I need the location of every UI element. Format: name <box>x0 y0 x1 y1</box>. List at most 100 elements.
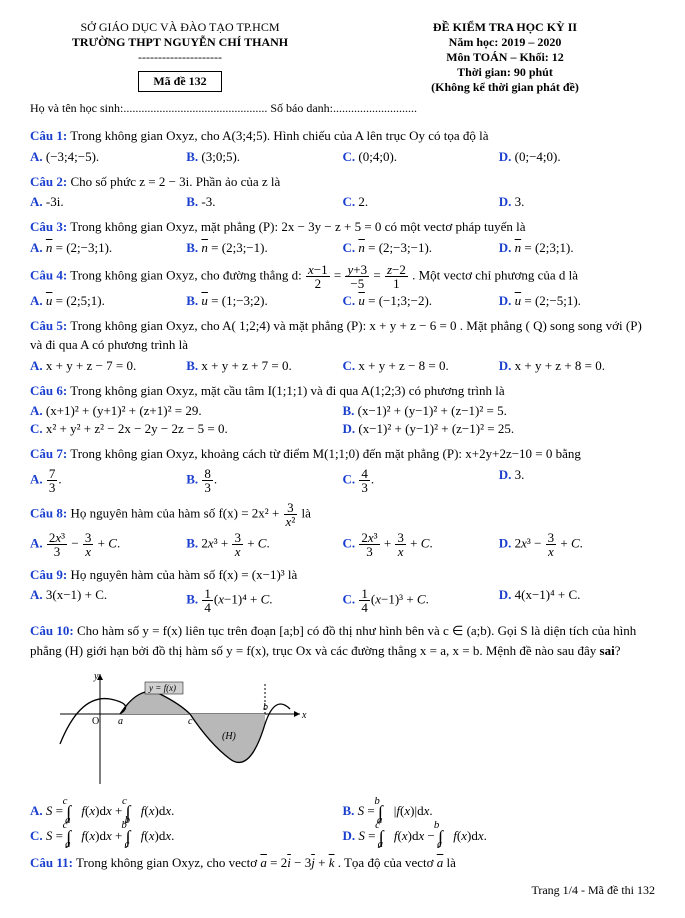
q7-c: C. 43. <box>343 466 499 495</box>
q4-post: . Một vectơ chỉ phương của d là <box>412 267 578 282</box>
q9-a: A. 3(x−1) + C. <box>30 586 186 615</box>
q6-d: D. (x−1)² + (y−1)² + (z−1)² = 25. <box>343 420 656 438</box>
question-9: Câu 9: Họ nguyên hàm của hàm số f(x) = (… <box>30 565 655 585</box>
divider: --------------------- <box>30 50 330 65</box>
q2-num: Câu 2: <box>30 174 67 189</box>
q3-a: A. n = (2;−3;1). <box>30 239 186 257</box>
question-4: Câu 4: Trong không gian Oxyz, cho đường … <box>30 263 655 290</box>
q10-graph: y x O a c b (H) y = f(x) <box>50 664 310 794</box>
x-label: x <box>301 710 307 721</box>
exam-title: ĐỀ KIỂM TRA HỌC KỲ II <box>355 20 655 35</box>
school: TRƯỜNG THPT NGUYỄN CHÍ THANH <box>30 35 330 50</box>
q8-post: là <box>301 505 310 520</box>
dept: SỞ GIÁO DỤC VÀ ĐÀO TẠO TP.HCM <box>30 20 330 35</box>
q6-num: Câu 6: <box>30 383 67 398</box>
q4-c: C. u = (−1;3;−2). <box>343 292 499 310</box>
q10-d: D. S = ∫acf(x)dx − ∫cbf(x)dx. <box>343 823 656 848</box>
q3-d: D. n = (2;3;1). <box>499 239 655 257</box>
question-2: Câu 2: Cho số phức z = 2 − 3i. Phần ảo c… <box>30 172 655 192</box>
q1-a: A. (−3;4;−5). <box>30 148 186 166</box>
q4-d: D. u = (2;−5;1). <box>499 292 655 310</box>
q8-pre: Họ nguyên hàm của hàm số f(x) = 2x² + <box>70 505 282 520</box>
q7-a: A. 73. <box>30 466 186 495</box>
question-11: Câu 11: Trong không gian Oxyz, cho vectơ… <box>30 853 655 873</box>
q1-num: Câu 1: <box>30 128 67 143</box>
q5-a: A. x + y + z − 7 = 0. <box>30 357 186 375</box>
q8-options: A. 2x³3 − 3x + C. B. 2x³ + 3x + C. C. 2x… <box>30 530 655 559</box>
q2-options: A. -3i. B. -3. C. 2. D. 3. <box>30 193 655 211</box>
q3-b: B. n = (2;3;−1). <box>186 239 342 257</box>
q11-text: Trong không gian Oxyz, cho vectơ <box>76 855 260 870</box>
y-label: y <box>93 671 99 682</box>
q6-options: A. (x+1)² + (y+1)² + (z+1)² = 29. B. (x−… <box>30 402 655 438</box>
H-label: (H) <box>222 731 237 742</box>
q2-a: A. -3i. <box>30 193 186 211</box>
q8-a: A. 2x³3 − 3x + C. <box>30 530 186 559</box>
q2-b: B. -3. <box>186 193 342 211</box>
q11-num: Câu 11: <box>30 855 73 870</box>
question-7: Câu 7: Trong không gian Oxyz, khoảng các… <box>30 444 655 464</box>
student-info: Họ và tên học sinh:.....................… <box>30 101 655 116</box>
q9-text: Họ nguyên hàm của hàm số f(x) = (x−1)³ l… <box>70 567 297 582</box>
sbd-label: Số báo danh: <box>270 101 333 115</box>
question-3: Câu 3: Trong không gian Oxyz, mặt phẳng … <box>30 217 655 237</box>
q8-b: B. 2x³ + 3x + C. <box>186 530 342 559</box>
q9-num: Câu 9: <box>30 567 67 582</box>
q3-c: C. n = (2;−3;−1). <box>343 239 499 257</box>
time: Thời gian: 90 phút <box>355 65 655 80</box>
question-10: Câu 10: Cho hàm số y = f(x) liên tục trê… <box>30 621 655 660</box>
q10-b: B. S = ∫ab|f(x)|dx. <box>343 798 656 823</box>
header-left: SỞ GIÁO DỤC VÀ ĐÀO TẠO TP.HCM TRƯỜNG THP… <box>30 20 330 95</box>
q10-text: Cho hàm số y = f(x) liên tục trên đoạn [… <box>30 623 636 658</box>
q2-d: D. 3. <box>499 193 655 211</box>
q3-num: Câu 3: <box>30 219 67 234</box>
c-label: c <box>188 716 193 727</box>
q10-qmark: ? <box>615 643 621 658</box>
question-1: Câu 1: Trong không gian Oxyz, cho A(3;4;… <box>30 126 655 146</box>
q9-b: B. 14(x−1)⁴ + C. <box>186 586 342 615</box>
q7-num: Câu 7: <box>30 446 67 461</box>
question-8: Câu 8: Họ nguyên hàm của hàm số f(x) = 2… <box>30 501 655 528</box>
q4-a: A. u = (2;5;1). <box>30 292 186 310</box>
q5-d: D. x + y + z + 8 = 0. <box>499 357 655 375</box>
time-note: (Không kể thời gian phát đề) <box>355 80 655 95</box>
q5-c: C. x + y + z − 8 = 0. <box>343 357 499 375</box>
q5-text: Trong không gian Oxyz, cho A( 1;2;4) và … <box>30 318 642 353</box>
q3-text: Trong không gian Oxyz, mặt phẳng (P): 2x… <box>70 219 525 234</box>
name-label: Họ và tên học sinh: <box>30 101 123 115</box>
q7-text: Trong không gian Oxyz, khoảng cách từ đi… <box>70 446 581 461</box>
q1-b: B. (3;0;5). <box>186 148 342 166</box>
q7-d: D. 3. <box>499 466 655 495</box>
q9-options: A. 3(x−1) + C. B. 14(x−1)⁴ + C. C. 14(x−… <box>30 586 655 615</box>
q8-d: D. 2x³ − 3x + C. <box>499 530 655 559</box>
q1-text: Trong không gian Oxyz, cho A(3;4;5). Hìn… <box>70 128 488 143</box>
q9-d: D. 4(x−1)⁴ + C. <box>499 586 655 615</box>
q10-num: Câu 10: <box>30 623 74 638</box>
q10-c: C. S = ∫acf(x)dx + ∫cbf(x)dx. <box>30 823 343 848</box>
header-right: ĐỀ KIỂM TRA HỌC KỲ II Năm học: 2019 – 20… <box>355 20 655 95</box>
q10-a: A. S = ∫acf(x)dx + ∫bcf(x)dx. <box>30 798 343 823</box>
q4-pre: Trong không gian Oxyz, cho đường thẳng d… <box>70 267 305 282</box>
q1-c: C. (0;4;0). <box>343 148 499 166</box>
q2-c: C. 2. <box>343 193 499 211</box>
q11-end: là <box>447 855 456 870</box>
q9-c: C. 14(x−1)³ + C. <box>343 586 499 615</box>
question-6: Câu 6: Trong không gian Oxyz, mặt cầu tâ… <box>30 381 655 401</box>
q4-options: A. u = (2;5;1). B. u = (1;−3;2). C. u = … <box>30 292 655 310</box>
q8-num: Câu 8: <box>30 505 67 520</box>
b-label: b <box>263 702 268 713</box>
q6-a: A. (x+1)² + (y+1)² + (z+1)² = 29. <box>30 402 343 420</box>
subject: Môn TOÁN – Khối: 12 <box>355 50 655 65</box>
q11-post: . Tọa độ của vectơ <box>338 855 437 870</box>
q4-b: B. u = (1;−3;2). <box>186 292 342 310</box>
year: Năm học: 2019 – 2020 <box>355 35 655 50</box>
yfx-label: y = f(x) <box>148 683 176 693</box>
q10-options: A. S = ∫acf(x)dx + ∫bcf(x)dx. B. S = ∫ab… <box>30 798 655 847</box>
q6-b: B. (x−1)² + (y−1)² + (z−1)² = 5. <box>343 402 656 420</box>
a-label: a <box>118 716 123 727</box>
q4-num: Câu 4: <box>30 267 67 282</box>
q6-c: C. x² + y² + z² − 2x − 2y − 2z − 5 = 0. <box>30 420 343 438</box>
q5-num: Câu 5: <box>30 318 67 333</box>
q5-options: A. x + y + z − 7 = 0. B. x + y + z + 7 =… <box>30 357 655 375</box>
q5-b: B. x + y + z + 7 = 0. <box>186 357 342 375</box>
